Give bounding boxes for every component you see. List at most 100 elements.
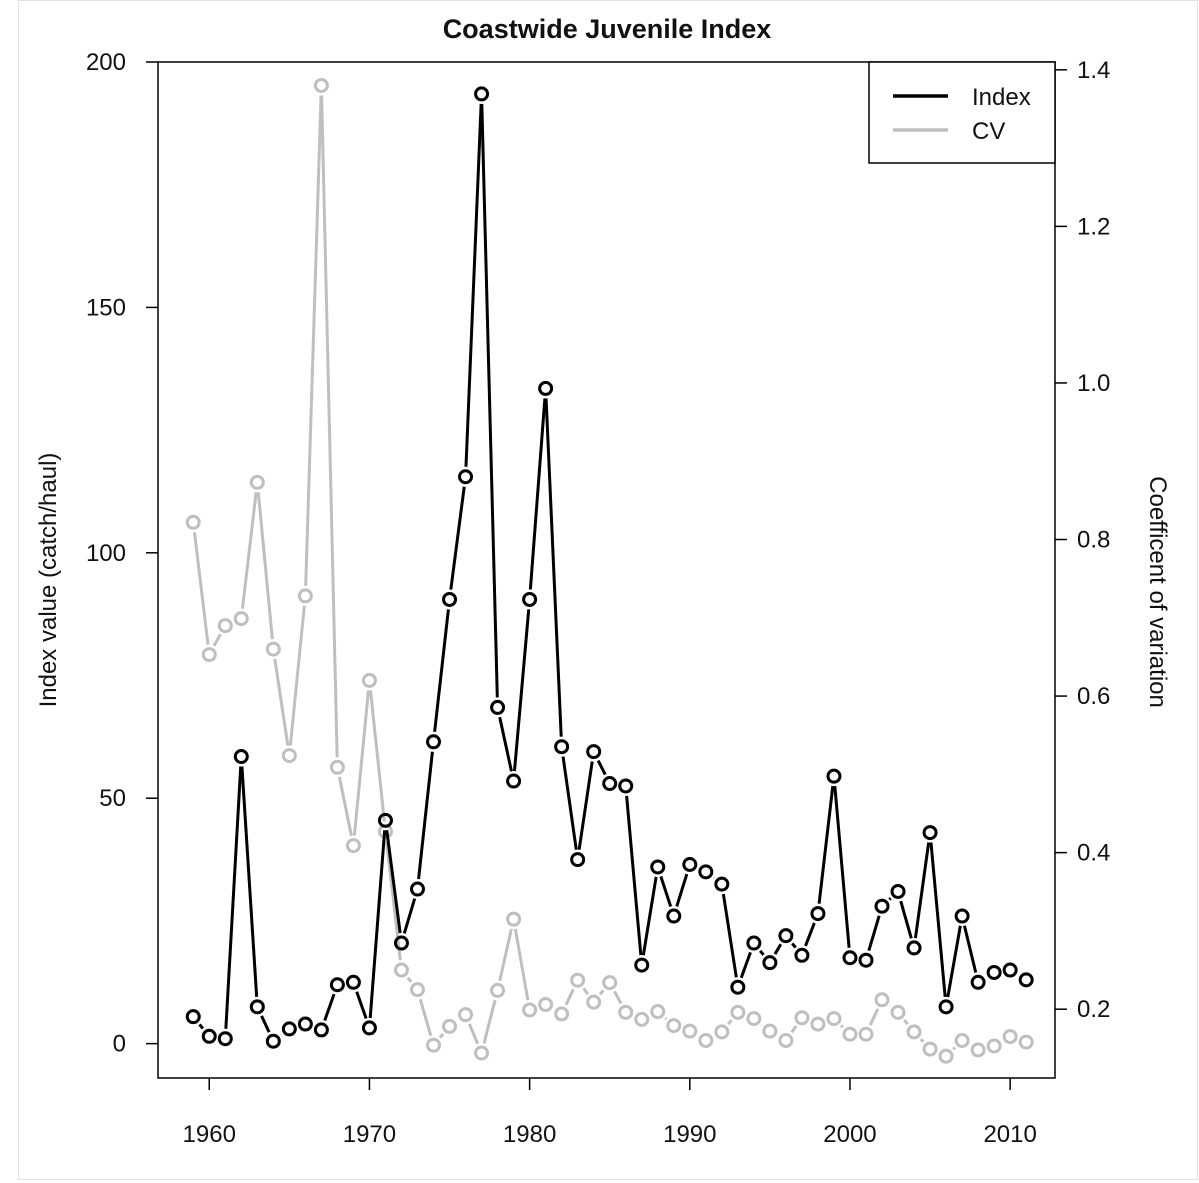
cv-point xyxy=(361,672,377,688)
index-point xyxy=(762,955,778,971)
index-line-segment xyxy=(355,991,368,1019)
cv-line-segment xyxy=(385,841,402,961)
cv-point xyxy=(746,1011,762,1027)
index-point xyxy=(474,86,490,102)
cv-line-segment xyxy=(582,987,589,995)
chart-title: Coastwide Juvenile Index xyxy=(443,14,772,44)
y2-tick-label: 0.6 xyxy=(1077,683,1110,710)
index-point xyxy=(426,734,442,750)
index-point xyxy=(393,935,409,951)
cv-line-segment xyxy=(790,1025,798,1034)
index-point xyxy=(329,977,345,993)
index-point xyxy=(538,380,554,396)
index-point xyxy=(586,744,602,760)
index-point xyxy=(746,935,762,951)
cv-line-segment xyxy=(513,928,530,1001)
index-line-segment xyxy=(641,876,658,956)
cv-line-segment xyxy=(482,999,497,1044)
cv-point xyxy=(586,994,602,1010)
index-line-segment xyxy=(739,951,752,979)
y-tick-label: 0 xyxy=(113,1031,126,1058)
cv-line-segment xyxy=(406,976,413,983)
cv-point xyxy=(313,77,329,93)
x-tick-label: 1970 xyxy=(343,1121,396,1148)
index-line-segment xyxy=(596,759,607,776)
cv-line-segment xyxy=(564,988,575,1006)
index-point xyxy=(842,950,858,966)
cv-line-segment xyxy=(498,928,513,981)
index-point xyxy=(361,1020,377,1036)
index-line-segment xyxy=(817,785,835,904)
y-axis-title-left: Index value (catch/haul) xyxy=(35,453,62,708)
cv-line-segment xyxy=(304,95,323,586)
cv-line-segment xyxy=(438,1033,445,1039)
y2-tick-label: 1.2 xyxy=(1077,213,1110,240)
cv-point xyxy=(1018,1034,1034,1050)
index-line-segment xyxy=(867,915,881,952)
cv-line-segment xyxy=(273,658,290,746)
index-point xyxy=(922,825,938,841)
y-axis-left: 0 50 100 150 200 xyxy=(86,49,158,1058)
index-point xyxy=(201,1028,217,1044)
index-line-segment xyxy=(417,751,434,880)
index-line-segment xyxy=(480,103,499,698)
cv-point xyxy=(842,1026,858,1042)
index-point xyxy=(233,749,249,765)
index-point xyxy=(682,856,698,872)
index-point xyxy=(602,776,618,792)
index-point xyxy=(634,957,650,973)
index-point xyxy=(954,908,970,924)
index-line-segment xyxy=(464,103,483,467)
y-axis-title-right: Coefficent of variation xyxy=(1144,476,1171,708)
cv-point xyxy=(618,1004,634,1020)
index-line-segment xyxy=(561,756,578,850)
cv-point xyxy=(474,1045,490,1061)
cv-line-segment xyxy=(418,998,433,1037)
cv-point xyxy=(906,1024,922,1040)
legend-label-cv: CV xyxy=(972,118,1005,145)
cv-line-segment xyxy=(212,633,222,647)
cv-line-segment xyxy=(664,1017,668,1021)
index-line-segment xyxy=(368,830,387,1019)
y-tick-label: 150 xyxy=(86,294,126,321)
cv-point xyxy=(297,588,313,604)
index-point xyxy=(249,999,265,1015)
index-point xyxy=(794,947,810,963)
y2-tick-label: 0.8 xyxy=(1077,527,1110,554)
index-point xyxy=(185,1009,201,1025)
cv-point xyxy=(602,975,618,991)
index-point xyxy=(409,881,425,897)
x-tick-label: 1980 xyxy=(503,1121,556,1148)
cv-point xyxy=(698,1033,714,1049)
cv-point xyxy=(329,759,345,775)
index-point xyxy=(217,1031,233,1047)
index-line-segment xyxy=(833,785,851,948)
cv-line-segment xyxy=(256,492,274,640)
cv-point xyxy=(201,647,217,663)
index-line-segment xyxy=(323,993,336,1021)
cv-point xyxy=(233,611,249,627)
cv-point xyxy=(826,1011,842,1027)
index-point xyxy=(522,591,538,607)
cv-point xyxy=(217,618,233,634)
cv-point xyxy=(794,1010,810,1026)
index-point xyxy=(858,952,874,968)
cv-line-segment xyxy=(320,95,339,758)
legend: Index CV xyxy=(868,61,1056,164)
cv-line-segment xyxy=(468,1023,480,1045)
x-tick-label: 2010 xyxy=(983,1121,1036,1148)
cv-point xyxy=(682,1023,698,1039)
cv-point xyxy=(554,1006,570,1022)
cv-point xyxy=(442,1018,458,1034)
index-line-segment xyxy=(402,898,417,934)
cv-point xyxy=(730,1004,746,1020)
cv-point xyxy=(634,1011,650,1027)
plot-area-box xyxy=(157,61,1056,1079)
index-point xyxy=(714,876,730,892)
cv-point xyxy=(890,1004,906,1020)
cv-point xyxy=(986,1038,1002,1054)
index-point xyxy=(265,1033,281,1049)
cv-point xyxy=(922,1041,938,1057)
cv-point xyxy=(570,972,586,988)
